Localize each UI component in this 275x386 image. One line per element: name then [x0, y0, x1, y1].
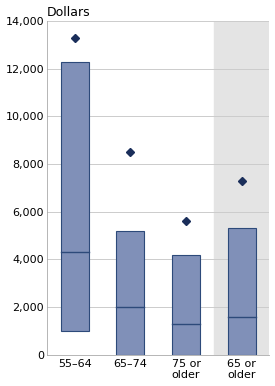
Bar: [61, 62, 89, 331]
Bar: [117, 231, 144, 355]
Bar: [228, 229, 255, 355]
Bar: [172, 255, 200, 355]
Bar: [214, 21, 270, 355]
Text: Dollars: Dollars: [47, 5, 90, 19]
